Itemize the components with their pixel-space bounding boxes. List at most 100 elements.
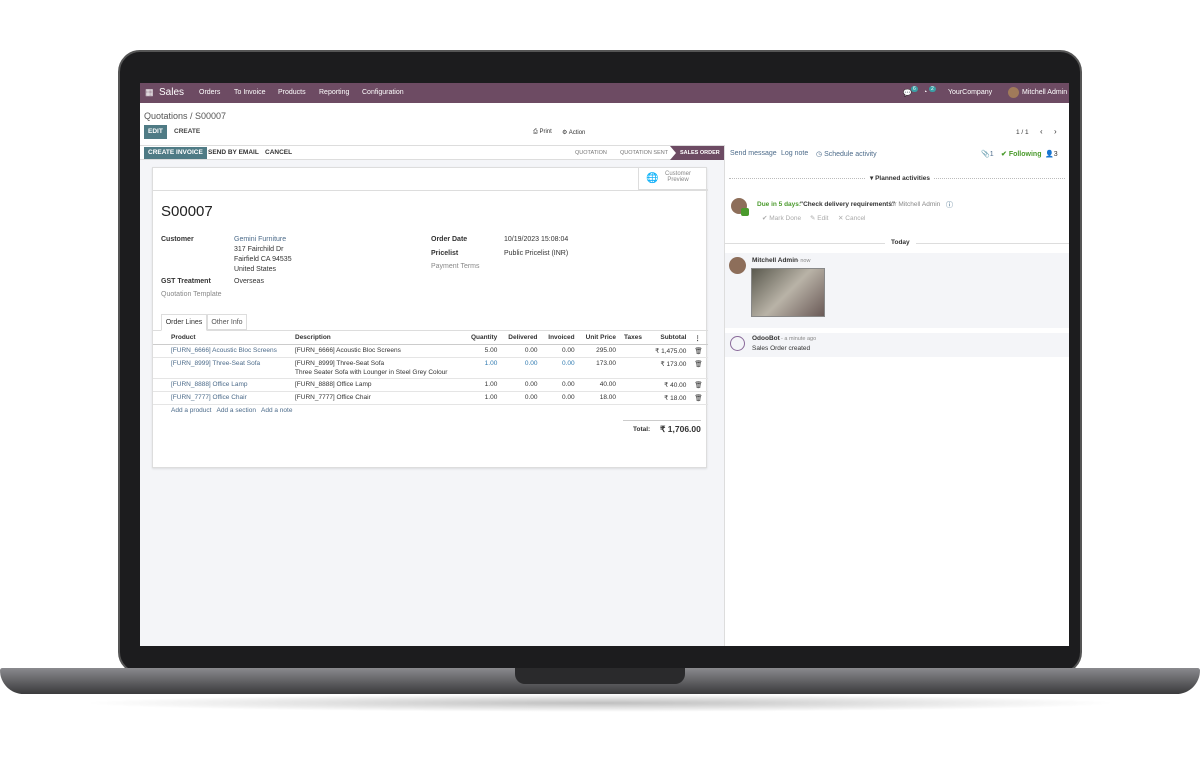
table-row[interactable]: [FURN_8999] Three-Seat Sofa [FURN_8999] T… [153,357,708,379]
description-text: [FURN_8888] Office Lamp [295,381,372,388]
odoobot-avatar [730,336,745,351]
subtotal-cell: ₹ 1,475.00 [648,344,691,358]
avatar[interactable] [1008,87,1019,98]
message-time: - now [797,258,811,264]
planned-activities-toggle[interactable]: ▾ Planned activities [866,174,934,182]
customer-preview-label: Customer Preview [664,171,691,183]
create-invoice-button[interactable]: CREATE INVOICE [144,147,207,159]
description-text: [FURN_6666] Acoustic Bloc Screens [295,347,401,354]
edit-activity-button[interactable]: ✎ Edit [810,215,829,222]
col-unit-price[interactable]: Unit Price [578,332,621,345]
table-row[interactable]: [FURN_6666] Acoustic Bloc Screens [FURN_6… [153,344,708,358]
followers-button[interactable]: 👤3 [1045,151,1058,158]
menu-products[interactable]: Products [278,89,306,96]
menu-configuration[interactable]: Configuration [362,89,404,96]
invoiced-cell: 0.00 [541,391,579,405]
message-item: OdooBot - a minute ago Sales Order creat… [725,333,1069,357]
menu-reporting[interactable]: Reporting [319,89,350,96]
delivered-cell: 0.00 [501,344,542,358]
print-button[interactable]: ⎙ Print [533,129,552,135]
col-product[interactable]: Product [153,332,291,345]
customer-label: Customer [161,236,194,243]
app-name[interactable]: Sales [159,87,185,98]
attached-image[interactable] [751,268,825,317]
table-row[interactable]: [FURN_8888] Office Lamp [FURN_8888] Offic… [153,378,708,392]
description-cell: [FURN_8888] Office Lamp [291,378,465,392]
delivered-cell: 0.00 [501,357,542,379]
activity-due: Due in 5 days: [757,201,802,208]
unit-price-cell: 40.00 [578,378,621,392]
delete-line-icon[interactable]: 🗑 [690,391,708,405]
col-invoiced[interactable]: Invoiced [541,332,579,345]
statusbar [140,145,724,160]
col-subtotal[interactable]: Subtotal [648,332,691,345]
edit-button[interactable]: EDIT [144,125,167,139]
menu-to-invoice[interactable]: To Invoice [234,89,266,96]
add-note-link[interactable]: Add a note [261,407,293,414]
schedule-activity-label: Schedule activity [824,151,877,158]
taxes-cell [620,357,649,379]
chatter: Send message Log note ◷ Schedule activit… [724,145,1069,646]
total-label: Total: [633,426,651,433]
invoiced-cell: 0.00 [541,378,579,392]
user-menu[interactable]: Mitchell Admin [1022,89,1068,96]
cancel-activity-button[interactable]: ✕ Cancel [838,215,866,222]
delete-line-icon[interactable]: 🗑 [690,357,708,379]
activities-icon[interactable]: ◔ [923,89,928,96]
delete-line-icon[interactable]: 🗑 [690,344,708,358]
log-note-button[interactable]: Log note [781,150,809,157]
customer-preview-button[interactable]: 🌐 Customer Preview [638,168,708,190]
action-button[interactable]: ⚙ Action [562,130,586,136]
col-quantity[interactable]: Quantity [464,332,502,345]
tab-order-lines[interactable]: Order Lines [161,314,207,331]
attachments-button[interactable]: 📎1 [981,151,994,158]
table-row[interactable]: [FURN_7777] Office Chair [FURN_7777] Offi… [153,391,708,405]
stage-quotation[interactable]: QUOTATION [575,150,607,156]
send-by-email-button[interactable]: SEND BY EMAIL [208,149,259,156]
create-button[interactable]: CREATE [174,128,201,135]
form-sheet: 🌐 Customer Preview S00007 Customer Gemin… [152,167,708,468]
address-line: 317 Fairchild Dr [234,246,284,253]
messages-badge: 6 [911,86,918,92]
schedule-activity-button[interactable]: ◷ Schedule activity [816,151,877,158]
following-button[interactable]: ✔ Following [1001,151,1042,158]
cancel-activity-label: Cancel [845,215,866,222]
unit-price-cell: 295.00 [578,344,621,358]
gst-value: Overseas [234,278,264,285]
tab-other-info[interactable]: Other Info [207,314,247,330]
description-cell: [FURN_7777] Office Chair [291,391,465,405]
apps-menu-icon[interactable]: ▦ [145,87,154,97]
info-icon[interactable]: ⓘ [946,202,953,209]
pager-prev-icon[interactable]: ‹ [1040,127,1043,136]
activity-assignee: for Mitchell Admin [889,201,941,208]
send-message-button[interactable]: Send message [730,150,777,157]
customer-link[interactable]: Gemini Furniture [234,236,287,243]
quantity-cell: 1.00 [464,378,502,392]
column-options-icon[interactable]: ⋮ [690,332,708,345]
description-text: [FURN_7777] Office Chair [295,394,371,401]
taxes-cell [620,344,649,358]
description-cell: [FURN_6666] Acoustic Bloc Screens [291,344,465,358]
breadcrumb[interactable]: Quotations / S00007 [144,111,227,121]
quantity-cell: 1.00 [464,357,502,379]
add-product-link[interactable]: Add a product [171,407,212,414]
add-section-link[interactable]: Add a section [216,407,256,414]
stage-quotation-sent[interactable]: QUOTATION SENT [620,150,669,156]
gst-label: GST Treatment [161,278,211,285]
col-description[interactable]: Description [291,332,465,345]
mark-done-button[interactable]: ✔ Mark Done [762,215,802,222]
print-label: Print [539,129,552,135]
menu-orders[interactable]: Orders [199,89,221,96]
followers-count: 3 [1053,151,1058,158]
delete-line-icon[interactable]: 🗑 [690,378,708,392]
col-taxes[interactable]: Taxes [620,332,649,345]
stage-sales-order[interactable]: SALES ORDER [670,146,728,160]
activities-badge: 2 [929,86,936,92]
company-switcher[interactable]: YourCompany [948,89,993,96]
cancel-button[interactable]: CANCEL [265,149,293,156]
col-delivered[interactable]: Delivered [501,332,542,345]
total-value: ₹ 1,706.00 [660,424,701,434]
top-navbar: ▦ Sales Orders To Invoice Products Repor… [140,83,1069,103]
messages-icon[interactable]: 💬 [903,90,912,97]
pager-next-icon[interactable]: › [1054,127,1057,136]
